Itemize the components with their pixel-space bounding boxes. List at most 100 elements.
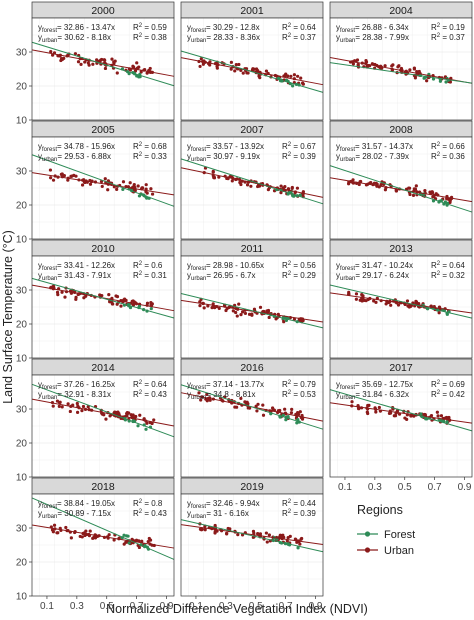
equation-text: = 31 - 6.16x	[206, 509, 248, 518]
forest-point	[284, 418, 288, 422]
equation-subscript: forest	[191, 504, 206, 510]
urban-point	[92, 535, 96, 539]
r2-value: = 0.29	[291, 271, 316, 280]
urban-point	[437, 311, 441, 315]
urban-point	[236, 533, 240, 537]
r2-value: = 0.37	[440, 33, 465, 42]
urban-point	[210, 306, 214, 310]
urban-fit-line	[180, 167, 324, 198]
urban-fit-line	[31, 172, 175, 196]
equation-text: = 30.62 - 8.18x	[57, 33, 111, 42]
forest-point	[144, 427, 148, 431]
urban-point	[264, 69, 269, 73]
urban-point	[374, 410, 378, 414]
urban-fit-line	[329, 402, 473, 424]
urban-point	[197, 391, 201, 395]
urban-point	[59, 58, 63, 63]
r2-superscript: 2	[288, 271, 292, 277]
urban-point	[140, 539, 144, 543]
urban-point	[88, 529, 92, 533]
y-tick-label: 10	[16, 592, 28, 603]
equation-forest: yforest= 26.88 - 6.34x	[336, 23, 409, 34]
urban-fit-line	[329, 57, 473, 84]
urban-point	[448, 200, 452, 204]
urban-point	[369, 180, 373, 185]
panel-grid	[32, 375, 175, 477]
urban-point	[231, 309, 235, 313]
panel-year-label: 2001	[240, 5, 264, 17]
forest-point	[438, 79, 443, 83]
urban-point	[435, 410, 439, 414]
urban-point	[127, 411, 131, 415]
forest-fit-line	[31, 277, 175, 319]
x-tick-label: 0.5	[398, 482, 412, 493]
equation-subscript: urban	[42, 514, 57, 520]
urban-point	[293, 537, 298, 541]
panel-grid	[181, 375, 324, 477]
urban-point	[224, 308, 228, 313]
urban-point	[58, 400, 62, 404]
urban-point	[49, 176, 53, 180]
urban-point	[229, 60, 233, 64]
r2-value: = 0.64	[291, 23, 316, 32]
urban-point	[88, 182, 93, 186]
r2-superscript: 2	[139, 23, 143, 29]
equation-subscript: urban	[42, 38, 57, 44]
equation-text: = 31.47 - 10.24x	[355, 261, 413, 270]
r2-urban: R2 = 0.38	[133, 33, 167, 42]
urban-point	[246, 71, 250, 75]
urban-point	[62, 56, 66, 60]
y-tick-label: 20	[16, 201, 28, 212]
equation-text: = 31.43 - 7.91x	[57, 271, 111, 280]
urban-point	[362, 298, 366, 303]
urban-point	[103, 66, 108, 71]
urban-point	[439, 414, 444, 418]
r2-value: = 0.53	[291, 390, 316, 399]
urban-point	[66, 402, 70, 406]
forest-point	[439, 418, 443, 422]
urban-point	[152, 418, 156, 422]
panel-border	[180, 255, 324, 359]
urban-fit-line	[329, 177, 473, 203]
urban-point	[107, 293, 111, 297]
equation-subscript: urban	[340, 395, 355, 401]
equation-subscript: urban	[191, 395, 206, 401]
urban-point	[261, 403, 265, 407]
urban-point	[211, 302, 215, 306]
r2-forest: R2 = 0.59	[133, 23, 167, 32]
r2-superscript: 2	[139, 33, 143, 39]
urban-point	[132, 182, 136, 187]
equation-subscript: urban	[340, 157, 355, 163]
panel-year-label: 2019	[240, 481, 264, 493]
urban-point	[365, 64, 369, 68]
r2-urban: R2 = 0.43	[133, 509, 167, 518]
equation-text: = 28.98 - 10.65x	[206, 261, 264, 270]
urban-point	[243, 311, 248, 316]
urban-point	[351, 62, 356, 66]
urban-point	[215, 64, 219, 68]
urban-point	[135, 61, 139, 65]
panel-year-label: 2010	[91, 243, 115, 255]
urban-point	[115, 302, 119, 306]
urban-point	[229, 67, 233, 71]
panel-border	[31, 255, 175, 359]
x-tick-label: 0.1	[189, 601, 203, 612]
urban-point	[131, 303, 136, 307]
urban-point	[252, 531, 256, 535]
urban-point	[283, 74, 287, 78]
r2-superscript: 2	[288, 33, 292, 39]
equation-text: = 30.97 - 9.19x	[206, 152, 260, 161]
urban-point	[447, 415, 451, 420]
forest-fit-line	[31, 41, 175, 87]
urban-point	[233, 69, 237, 73]
equation-subscript: urban	[340, 276, 355, 282]
r2-urban: R2 = 0.32	[431, 271, 465, 280]
r2-forest: R2 = 0.8	[133, 499, 163, 508]
urban-point	[261, 413, 266, 417]
